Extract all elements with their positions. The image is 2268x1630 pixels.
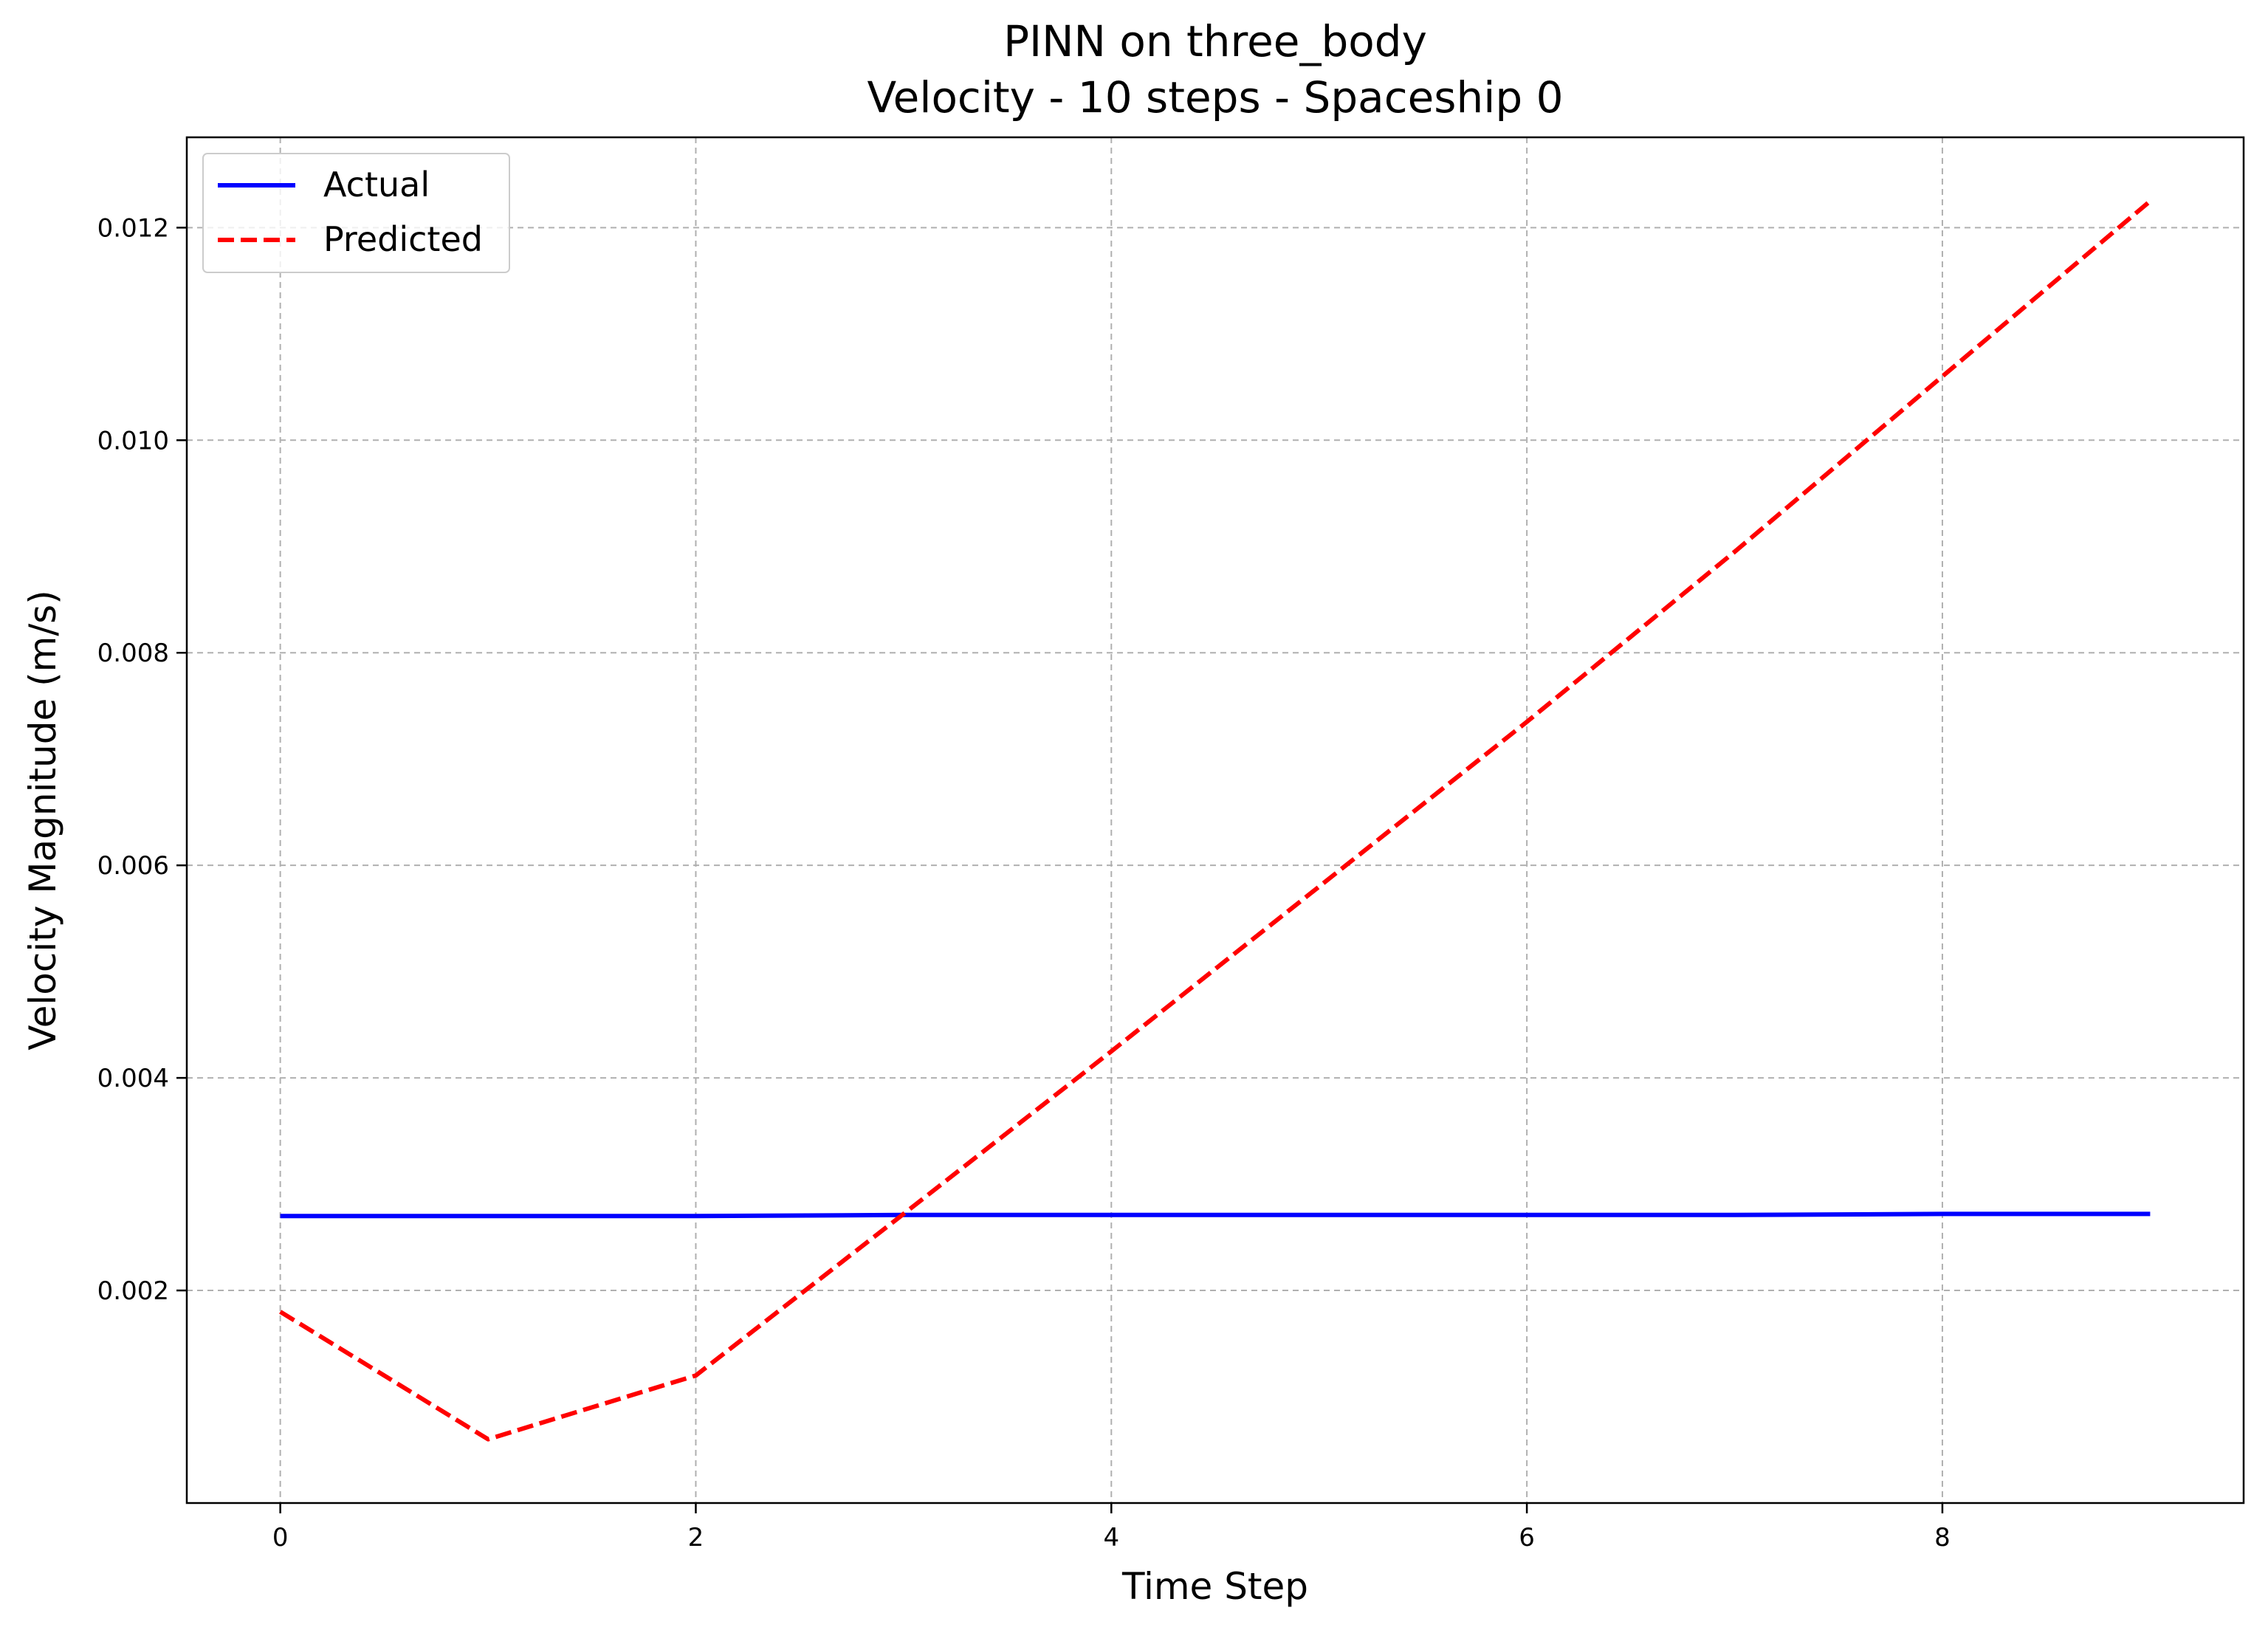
- x-tick-label: 6: [1519, 1523, 1535, 1552]
- y-axis-label: Velocity Magnitude (m/s): [21, 590, 64, 1050]
- series-line-actual: [280, 1211, 2151, 1219]
- chart-title-line-2: Velocity - 10 steps - Spaceship 0: [867, 72, 1563, 123]
- grid: [187, 137, 2244, 1503]
- axis-ticks: 0 2 4 6 8 0.002 0.004 0.006 0.008 0.010 0.012: [97, 213, 1951, 1552]
- x-tick-label: 0: [272, 1523, 289, 1552]
- series-line-predicted: [279, 199, 2152, 1442]
- legend-label-predicted: Predicted: [323, 219, 483, 259]
- axes-frame: [185, 136, 2245, 1505]
- x-tick-label: 2: [688, 1523, 704, 1552]
- x-tick-label: 4: [1103, 1523, 1119, 1552]
- y-tick-label: 0.008: [97, 639, 169, 668]
- y-tick-label: 0.002: [97, 1276, 169, 1306]
- y-tick-label: 0.010: [97, 426, 169, 455]
- y-tick-label: 0.004: [97, 1064, 169, 1093]
- x-axis-label: Time Step: [1121, 1565, 1308, 1608]
- y-tick-label: 0.006: [97, 851, 169, 881]
- plot-series: [279, 199, 2152, 1442]
- x-tick-label: 8: [1934, 1523, 1951, 1552]
- legend-label-actual: Actual: [323, 165, 430, 204]
- legend: Actual Predicted: [202, 153, 510, 273]
- y-tick-label: 0.012: [97, 213, 169, 243]
- chart-title-line-1: PINN on three_body: [1003, 16, 1427, 66]
